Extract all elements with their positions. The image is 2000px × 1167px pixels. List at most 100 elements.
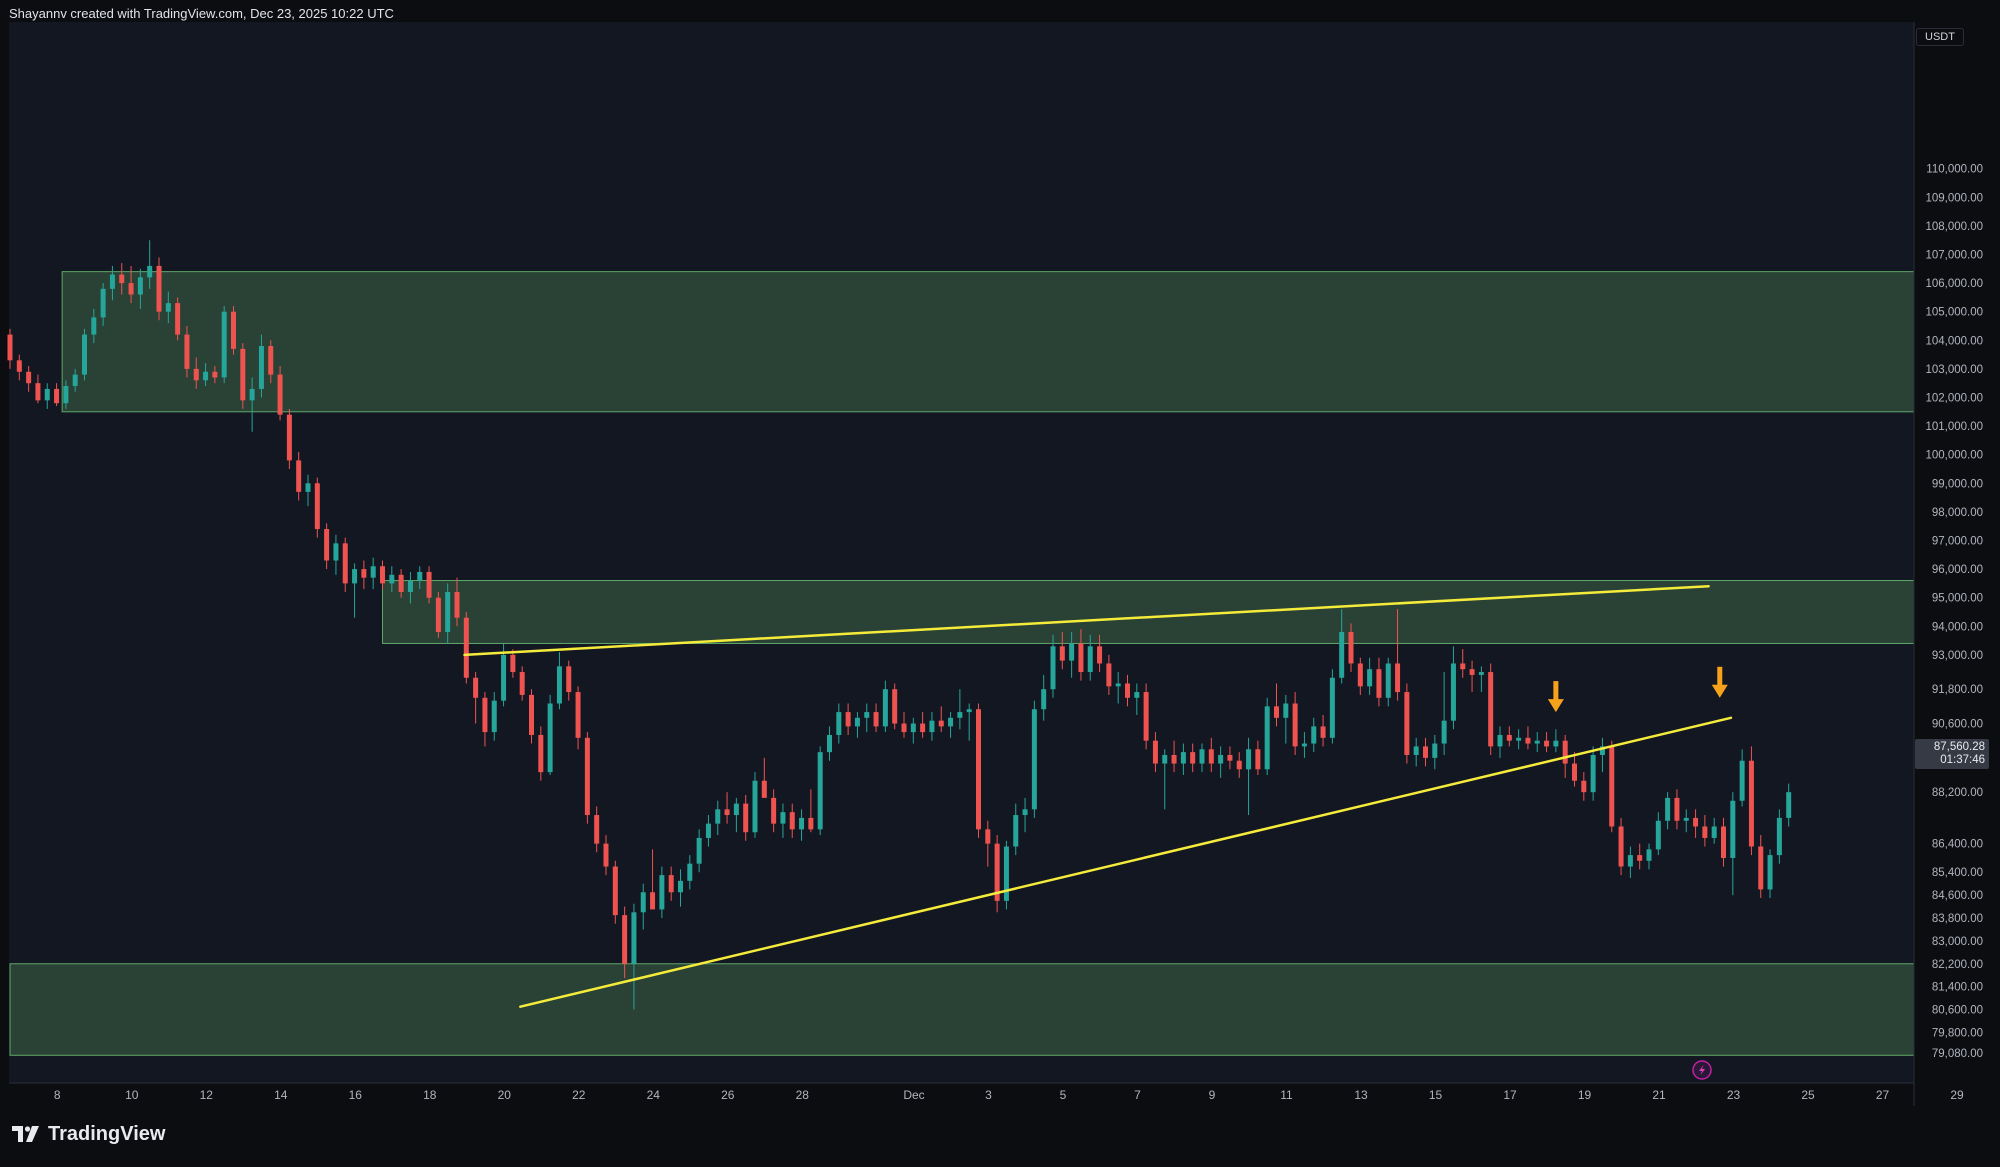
candle[interactable] xyxy=(156,257,162,321)
candle[interactable] xyxy=(705,815,711,847)
candle[interactable] xyxy=(622,906,628,979)
candle[interactable] xyxy=(715,800,721,836)
candle[interactable] xyxy=(882,680,888,733)
candle[interactable] xyxy=(1413,737,1419,767)
candle[interactable] xyxy=(827,726,832,761)
candle[interactable] xyxy=(1683,809,1689,833)
candle[interactable] xyxy=(1450,646,1456,730)
candle[interactable] xyxy=(1171,740,1177,773)
candle[interactable] xyxy=(1059,632,1065,670)
candle[interactable] xyxy=(491,692,497,741)
candle[interactable] xyxy=(380,560,385,590)
candle[interactable] xyxy=(1618,817,1624,876)
candle[interactable] xyxy=(556,652,562,710)
candle[interactable] xyxy=(1599,737,1605,773)
candle[interactable] xyxy=(836,703,842,744)
candle[interactable] xyxy=(1544,732,1550,753)
candle[interactable] xyxy=(1432,734,1438,770)
candle[interactable] xyxy=(389,566,395,592)
candle[interactable] xyxy=(547,694,553,776)
candle[interactable] xyxy=(1758,835,1764,898)
candle[interactable] xyxy=(901,712,907,738)
candle[interactable] xyxy=(817,746,823,836)
candle[interactable] xyxy=(1003,840,1009,910)
candle[interactable] xyxy=(454,577,460,627)
candle[interactable] xyxy=(1115,672,1121,704)
candle[interactable] xyxy=(1357,657,1363,695)
candle[interactable] xyxy=(361,560,367,590)
candle[interactable] xyxy=(938,706,944,733)
candle[interactable] xyxy=(1190,743,1196,773)
candle[interactable] xyxy=(696,829,702,873)
candle[interactable] xyxy=(1152,732,1158,773)
candle[interactable] xyxy=(1041,674,1047,721)
candle[interactable] xyxy=(72,368,78,392)
candle[interactable] xyxy=(854,712,860,738)
candle[interactable] xyxy=(575,686,581,750)
candle[interactable] xyxy=(324,523,330,570)
candle[interactable] xyxy=(910,717,916,744)
candle[interactable] xyxy=(584,732,590,824)
candle[interactable] xyxy=(650,849,656,910)
candle[interactable] xyxy=(1711,817,1717,844)
candle[interactable] xyxy=(1460,649,1466,678)
candle[interactable] xyxy=(1292,692,1298,755)
candle[interactable] xyxy=(240,343,246,409)
candle[interactable] xyxy=(249,377,255,432)
candle[interactable] xyxy=(407,571,413,604)
candle[interactable] xyxy=(128,265,134,304)
candle[interactable] xyxy=(1013,803,1019,856)
candle[interactable] xyxy=(91,308,97,344)
candle[interactable] xyxy=(1730,792,1736,896)
candle[interactable] xyxy=(1339,609,1345,684)
candle[interactable] xyxy=(1488,663,1494,755)
candle[interactable] xyxy=(305,474,311,507)
candle[interactable] xyxy=(1283,694,1289,744)
candle[interactable] xyxy=(137,268,143,309)
supply-zone-upper[interactable] xyxy=(61,271,1915,413)
candle[interactable] xyxy=(929,712,935,741)
candle[interactable] xyxy=(100,283,106,326)
candle[interactable] xyxy=(1022,797,1028,833)
candle[interactable] xyxy=(873,703,879,733)
candle[interactable] xyxy=(1786,783,1792,827)
candle[interactable] xyxy=(1441,672,1447,755)
candle[interactable] xyxy=(612,860,618,924)
candle[interactable] xyxy=(1581,772,1587,801)
currency-badge[interactable]: USDT xyxy=(1916,28,1964,46)
candle[interactable] xyxy=(1637,843,1643,870)
candle[interactable] xyxy=(519,666,525,701)
candle[interactable] xyxy=(1572,752,1577,787)
candle[interactable] xyxy=(342,537,348,592)
candle[interactable] xyxy=(1180,743,1186,776)
demand-zone-lower[interactable] xyxy=(9,963,1915,1056)
candle[interactable] xyxy=(44,383,50,409)
candle[interactable] xyxy=(761,757,767,798)
candle[interactable] xyxy=(1469,660,1475,693)
retest-arrow-1[interactable] xyxy=(1547,681,1564,713)
candle[interactable] xyxy=(948,712,954,738)
candle[interactable] xyxy=(1376,657,1382,707)
candle[interactable] xyxy=(687,855,693,890)
candle[interactable] xyxy=(566,660,572,701)
candle[interactable] xyxy=(1655,812,1661,856)
candle[interactable] xyxy=(510,649,516,678)
candle[interactable] xyxy=(668,866,674,901)
candle[interactable] xyxy=(231,305,236,355)
candle[interactable] xyxy=(1506,726,1512,747)
candle[interactable] xyxy=(221,305,227,384)
candle[interactable] xyxy=(7,328,13,369)
candle[interactable] xyxy=(1478,666,1484,693)
candle[interactable] xyxy=(1125,674,1130,707)
candle[interactable] xyxy=(920,712,926,738)
candle[interactable] xyxy=(1162,749,1168,810)
candle[interactable] xyxy=(1646,843,1652,870)
candle[interactable] xyxy=(603,835,609,876)
candle[interactable] xyxy=(1395,609,1401,701)
replay-icon[interactable] xyxy=(1692,1060,1712,1080)
candle[interactable] xyxy=(771,789,777,833)
candle[interactable] xyxy=(1516,729,1522,750)
candle[interactable] xyxy=(258,334,264,398)
candle[interactable] xyxy=(212,366,218,384)
